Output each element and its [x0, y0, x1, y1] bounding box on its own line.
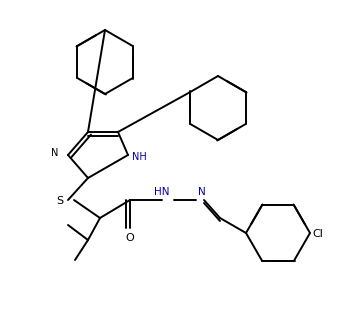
Text: N: N	[50, 148, 58, 158]
Text: HN: HN	[154, 187, 170, 197]
Text: NH: NH	[132, 152, 147, 162]
Text: S: S	[56, 196, 64, 206]
Text: Cl: Cl	[312, 229, 323, 239]
Text: N: N	[198, 187, 206, 197]
Text: O: O	[126, 233, 134, 243]
